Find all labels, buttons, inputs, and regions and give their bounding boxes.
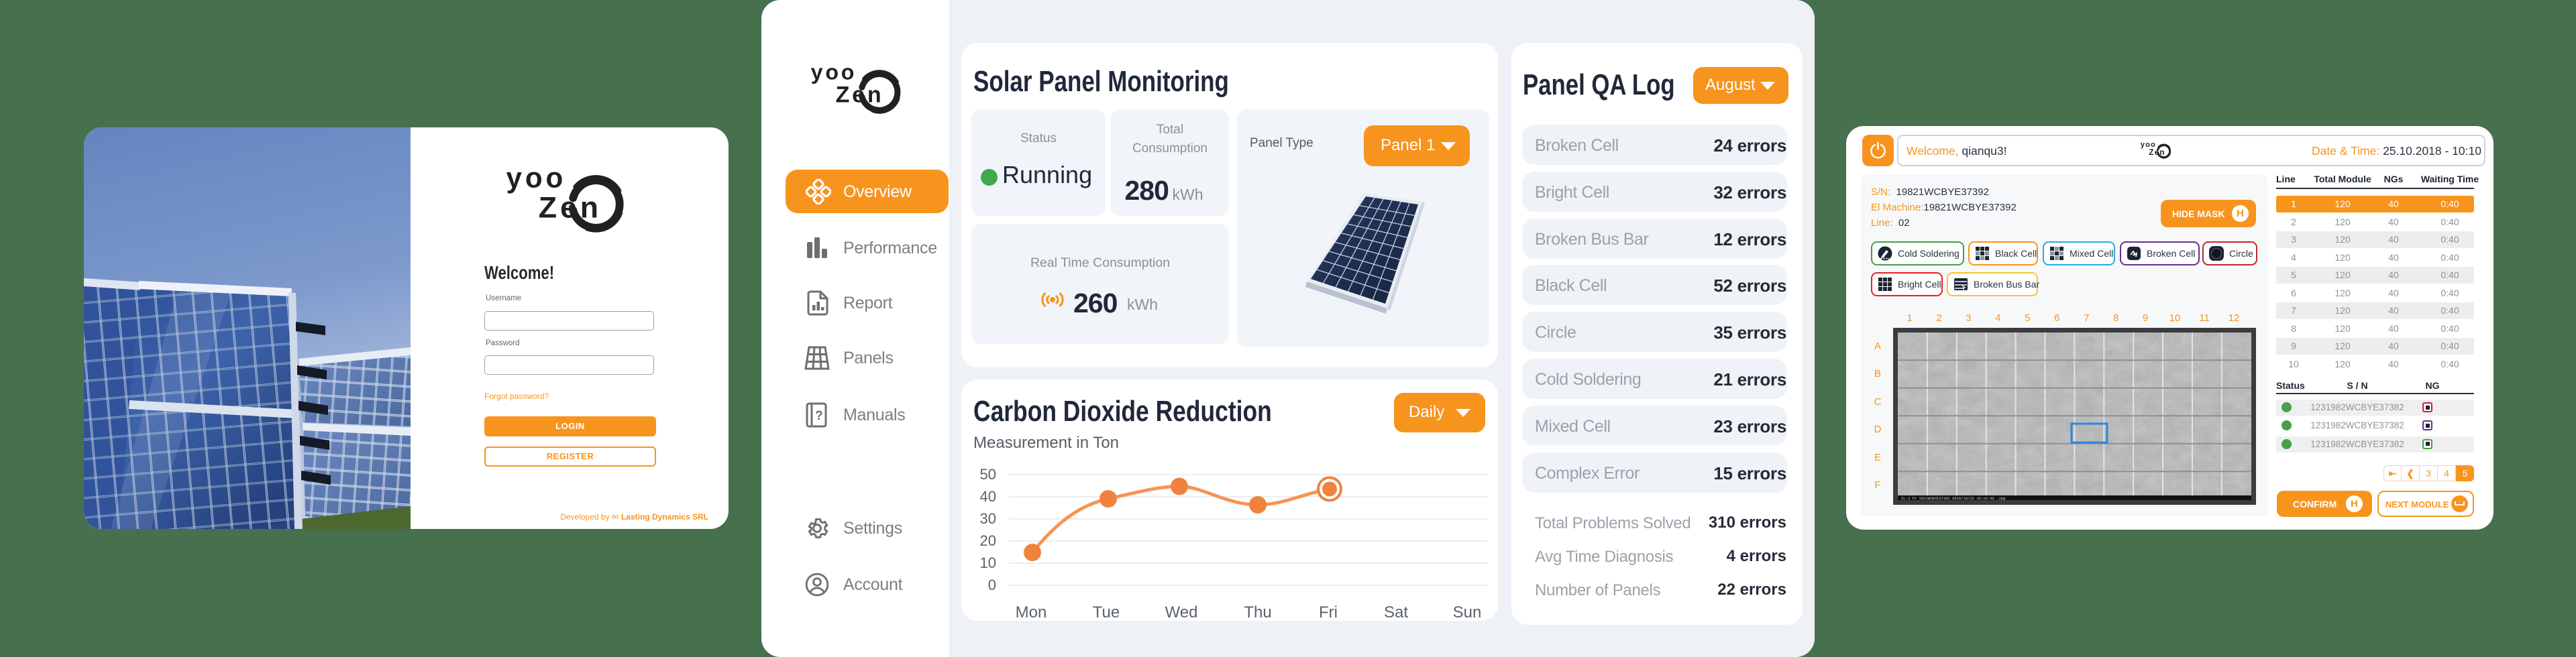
svg-text:40: 40 — [980, 488, 996, 505]
svg-text:Fri: Fri — [1319, 603, 1338, 621]
svg-text:SL-3 PY 1921WCBYE37392 2018/10: SL-3 PY 1921WCBYE37392 2018/10/25 10:10:… — [1901, 496, 2005, 501]
svg-text:50: 50 — [980, 466, 996, 483]
svg-text:30: 30 — [980, 510, 996, 527]
svg-text:Thu: Thu — [1244, 603, 1271, 621]
svg-text:Mon: Mon — [1016, 603, 1047, 621]
svg-text:Sat: Sat — [1384, 603, 1408, 621]
svg-text:Tue: Tue — [1093, 603, 1120, 621]
svg-text:?: ? — [815, 409, 823, 423]
svg-text:Wed: Wed — [1165, 603, 1198, 621]
svg-text:10: 10 — [980, 554, 996, 571]
svg-text:20: 20 — [980, 532, 996, 549]
svg-text:0: 0 — [988, 577, 996, 593]
svg-text:Sun: Sun — [1453, 603, 1482, 621]
